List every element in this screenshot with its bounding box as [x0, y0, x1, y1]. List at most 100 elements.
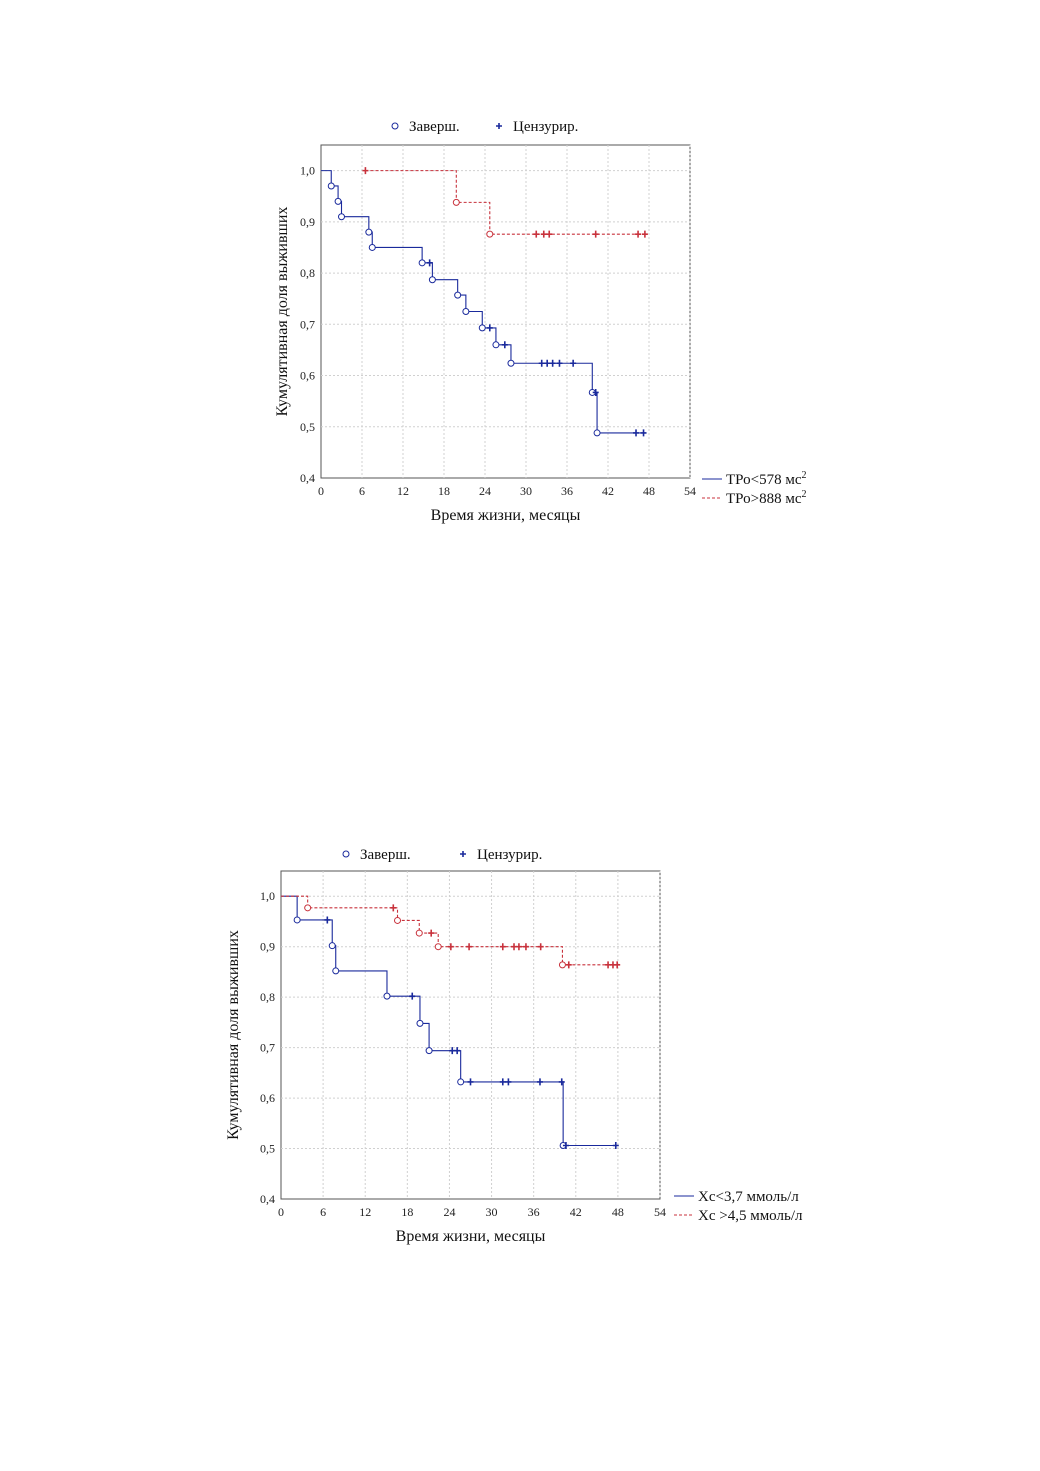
- event-marker: [334, 197, 342, 205]
- legend-completed-marker: [342, 850, 350, 858]
- censored-marker: [640, 429, 647, 437]
- legend-completed-label: Заверш.: [409, 119, 460, 135]
- censored-marker: [614, 961, 621, 969]
- censored-marker: [362, 167, 369, 175]
- y-axis-label: Кумулятивная доля выживших: [225, 930, 242, 1140]
- plot-area: [280, 870, 661, 1200]
- censored-marker: [546, 230, 553, 238]
- series-legend-name: ТРо<578 мс: [726, 472, 802, 488]
- censored-marker: [501, 341, 508, 349]
- x-tick-label: 36: [561, 484, 573, 498]
- x-tick-label: 6: [320, 1205, 326, 1219]
- series-1: [281, 895, 619, 1150]
- event-marker: [394, 916, 402, 924]
- y-tick-label: 0,6: [260, 1091, 275, 1105]
- censored-marker: [592, 230, 599, 238]
- y-tick-label: 1,0: [260, 889, 275, 903]
- censored-marker: [549, 359, 556, 367]
- x-tick-label: 24: [443, 1205, 455, 1219]
- x-tick-label: 42: [602, 484, 614, 498]
- series-legend-label: ТРо>888 мс2: [726, 489, 807, 507]
- x-tick-label: 12: [359, 1205, 371, 1219]
- series-2: [281, 895, 621, 969]
- legend-censored-marker: [460, 851, 466, 857]
- censored-marker: [570, 359, 577, 367]
- y-tick-label: 0,4: [260, 1192, 275, 1206]
- series-legend-superscript: 2: [802, 489, 807, 500]
- censored-marker: [522, 943, 529, 951]
- censored-marker: [556, 359, 563, 367]
- event-marker: [365, 228, 373, 236]
- y-tick-label: 0,7: [300, 317, 315, 331]
- event-marker: [454, 291, 462, 299]
- event-marker: [368, 243, 376, 251]
- series-legend-label: Хс<3,7 ммоль/л: [698, 1189, 799, 1205]
- censored-marker: [409, 992, 416, 1000]
- event-marker: [452, 198, 460, 206]
- y-tick-label: 0,7: [260, 1041, 275, 1055]
- censored-marker: [540, 230, 547, 238]
- series-legend-label: ТРо<578 мс2: [726, 470, 807, 488]
- event-marker: [434, 943, 442, 951]
- x-tick-label: 42: [570, 1205, 582, 1219]
- event-marker: [507, 359, 515, 367]
- censored-marker: [537, 943, 544, 951]
- censored-marker: [505, 1078, 512, 1086]
- event-marker: [415, 929, 423, 937]
- event-marker: [383, 992, 391, 1000]
- censored-marker: [633, 429, 640, 437]
- x-tick-label: 18: [438, 484, 450, 498]
- x-tick-label: 6: [359, 484, 365, 498]
- legend-censored-marker: [496, 123, 502, 129]
- censored-marker: [641, 230, 648, 238]
- event-marker: [428, 276, 436, 284]
- y-tick-label: 0,6: [300, 369, 315, 383]
- x-tick-label: 54: [684, 484, 696, 498]
- event-marker: [478, 324, 486, 332]
- event-marker: [416, 1019, 424, 1027]
- event-marker: [492, 341, 500, 349]
- event-marker: [418, 259, 426, 267]
- censored-marker: [562, 1142, 569, 1150]
- event-marker: [486, 230, 494, 238]
- series-1: [321, 170, 647, 437]
- censored-marker: [467, 1078, 474, 1086]
- censored-marker: [390, 904, 397, 912]
- censored-marker: [426, 259, 433, 267]
- censored-marker: [544, 359, 551, 367]
- censored-marker: [486, 324, 493, 332]
- event-marker: [293, 916, 301, 924]
- event-marker: [462, 308, 470, 315]
- legend-completed-label: Заверш.: [360, 847, 411, 863]
- event-marker: [328, 942, 336, 950]
- y-axis-label: Кумулятивная доля выживших: [274, 207, 291, 417]
- censored-marker: [324, 916, 331, 924]
- y-tick-label: 0,5: [260, 1142, 275, 1156]
- series-2: [362, 167, 648, 238]
- censored-marker: [499, 943, 506, 951]
- event-marker: [457, 1078, 465, 1086]
- censored-marker: [428, 929, 435, 937]
- legend-completed-marker: [391, 122, 399, 130]
- plot-area: [320, 144, 691, 479]
- censored-marker: [538, 359, 545, 367]
- x-tick-label: 24: [479, 484, 491, 498]
- y-tick-label: 0,9: [300, 215, 315, 229]
- censored-marker: [515, 943, 522, 951]
- series-legend-name: Хс<3,7 ммоль/л: [698, 1189, 799, 1205]
- y-tick-label: 0,4: [300, 471, 315, 485]
- x-tick-label: 30: [486, 1205, 498, 1219]
- x-tick-label: 30: [520, 484, 532, 498]
- survival-curve: [365, 170, 647, 235]
- event-marker: [338, 213, 345, 221]
- y-tick-label: 1,0: [300, 164, 315, 178]
- event-marker: [304, 904, 312, 912]
- censored-marker: [558, 1078, 565, 1086]
- x-tick-label: 48: [612, 1205, 624, 1219]
- x-tick-label: 48: [643, 484, 655, 498]
- y-tick-label: 0,9: [260, 940, 275, 954]
- y-tick-label: 0,5: [300, 420, 315, 434]
- x-axis-label: Время жизни, месяцы: [431, 507, 581, 524]
- y-tick-label: 0,8: [260, 990, 275, 1004]
